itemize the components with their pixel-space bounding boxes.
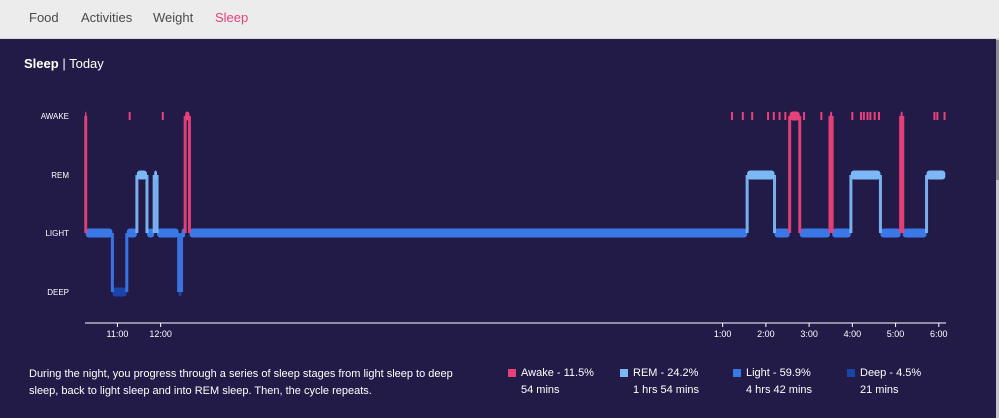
stage-transition [798, 116, 802, 233]
legend-swatch-awake [508, 369, 516, 377]
x-tick-label: 11:00 [106, 329, 128, 339]
legend-label-deep: Deep - 4.5% [860, 367, 922, 379]
stage-transition [830, 116, 834, 233]
stage-transition [925, 175, 929, 233]
tab-weight[interactable]: Weight [153, 10, 194, 25]
segment-light [832, 228, 851, 238]
stage-transition [849, 175, 853, 233]
stage-transition [901, 116, 905, 233]
awake-mark [772, 112, 775, 120]
awake-mark [128, 112, 131, 120]
segment-light [157, 228, 179, 238]
awake-mark [866, 112, 869, 120]
legend-swatch-light [733, 369, 741, 377]
segment-deep [112, 287, 127, 297]
stage-transition [110, 233, 114, 292]
awake-mark [851, 112, 854, 120]
segment-rem [136, 170, 147, 180]
panel-title-main: Sleep [24, 56, 59, 71]
legend-duration-deep: 21 mins [860, 384, 899, 396]
sleep-description: During the night, you progress through a… [29, 368, 453, 397]
awake-mark [751, 112, 754, 120]
panel-title: Sleep | Today [24, 56, 104, 71]
stage-transition [828, 116, 832, 233]
x-tick-label: 1:00 [714, 329, 732, 339]
awake-mark [936, 112, 939, 120]
stage-transition [183, 116, 187, 233]
stage-transition [177, 233, 181, 292]
x-tick-label: 12:00 [149, 329, 172, 339]
stage-transition [773, 175, 777, 233]
segment-light [774, 228, 790, 238]
stage-transition [152, 175, 156, 233]
segment-light [85, 228, 113, 238]
legend-duration-light: 4 hrs 42 mins [746, 384, 813, 396]
awake-mark [741, 112, 744, 120]
y-label-deep: DEEP [47, 288, 69, 297]
awake-mark [161, 112, 164, 120]
stage-transition [155, 175, 159, 233]
awake-mark [820, 112, 823, 120]
legend-label-rem: REM - 24.2% [633, 367, 699, 379]
awake-mark [767, 112, 770, 120]
awake-mark [784, 112, 787, 120]
stage-transition [135, 175, 139, 233]
stage-transition [745, 175, 749, 233]
segment-light [880, 228, 901, 238]
stage-transition [84, 116, 88, 233]
awake-mark [862, 112, 865, 120]
tab-activities[interactable]: Activities [81, 10, 133, 25]
segment-rem [850, 170, 881, 180]
legend-duration-awake: 54 mins [521, 384, 560, 396]
awake-mark [869, 112, 872, 120]
stage-transition [899, 116, 903, 233]
stage-transition [125, 233, 129, 292]
awake-mark [778, 112, 781, 120]
awake-mark [933, 112, 936, 120]
awake-mark [731, 112, 734, 120]
legend-swatch-rem [620, 369, 628, 377]
segment-light [189, 228, 748, 238]
x-tick-label: 2:00 [757, 329, 775, 339]
top-navigation: Food Activities Weight Sleep [0, 0, 999, 39]
segment-rem [926, 170, 946, 180]
panel-title-date: Today [69, 56, 104, 71]
awake-mark [803, 112, 806, 120]
scrollbar-thumb[interactable] [996, 40, 999, 180]
stage-transition [878, 175, 882, 233]
x-tick-label: 3:00 [800, 329, 818, 339]
tab-sleep[interactable]: Sleep [215, 10, 249, 25]
legend-duration-rem: 1 hrs 54 mins [633, 384, 700, 396]
x-tick-label: 6:00 [930, 329, 948, 339]
x-tick-label: 4:00 [844, 329, 862, 339]
segment-light [146, 228, 155, 238]
legend-swatch-deep [847, 369, 855, 377]
stage-transition [187, 116, 191, 233]
y-label-rem: REM [51, 171, 69, 180]
segment-rem [747, 170, 775, 180]
stage-transition [788, 116, 792, 233]
y-label-light: LIGHT [45, 229, 69, 238]
awake-mark [873, 112, 876, 120]
panel-title-separator: | [62, 56, 66, 71]
tab-food[interactable]: Food [29, 10, 59, 25]
awake-mark [859, 112, 862, 120]
stage-transition [145, 175, 149, 233]
x-tick-label: 5:00 [887, 329, 905, 339]
awake-mark [877, 112, 880, 120]
segment-light [902, 228, 927, 238]
stage-transition [180, 233, 184, 292]
legend-label-light: Light - 59.9% [746, 367, 811, 379]
legend-label-awake: Awake - 11.5% [521, 367, 594, 379]
scrollbar-track[interactable] [996, 39, 999, 418]
segment-awake [789, 111, 800, 121]
awake-mark [943, 112, 946, 120]
segment-light [799, 228, 830, 238]
y-label-awake: AWAKE [41, 112, 69, 121]
segment-light [126, 228, 137, 238]
